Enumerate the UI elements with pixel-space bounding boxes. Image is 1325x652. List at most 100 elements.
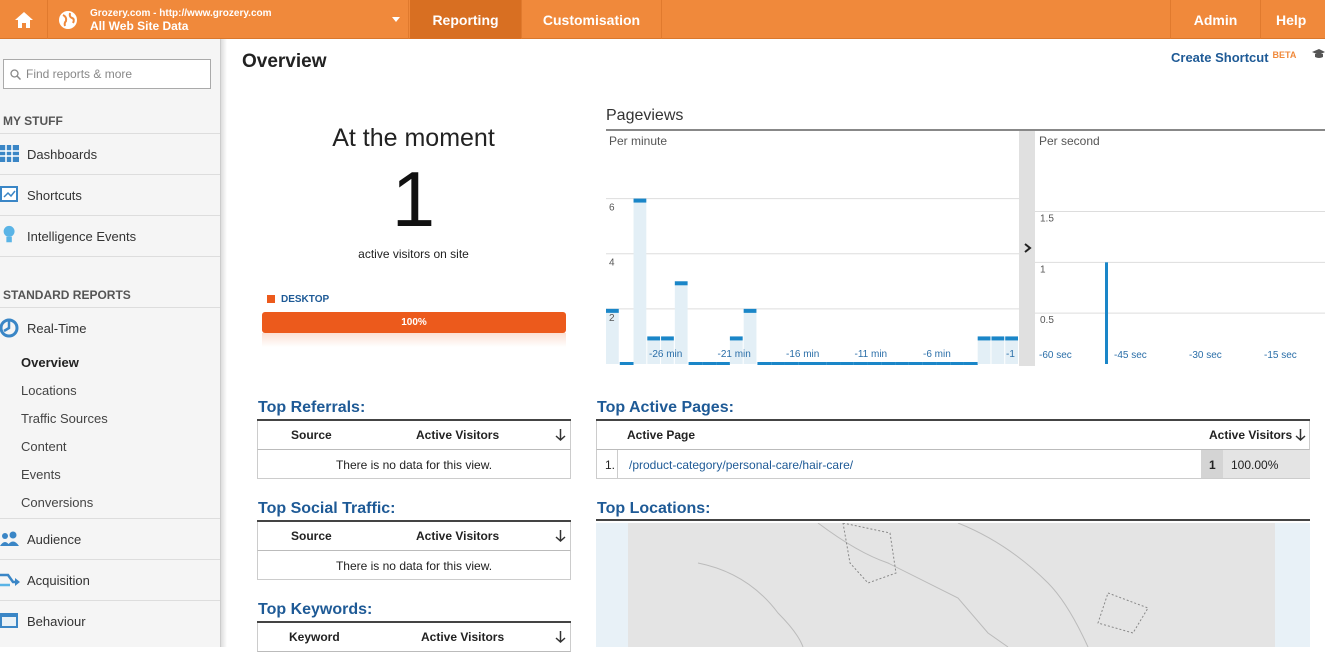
sidebar-sub-conversions[interactable]: Conversions — [21, 495, 94, 510]
active-page-link[interactable]: /product-category/personal-care/hair-car… — [629, 458, 854, 472]
column-source[interactable]: Source — [291, 428, 332, 442]
realtime-icon — [0, 318, 19, 338]
column-active-page[interactable]: Active Page — [627, 428, 696, 442]
chart-bar — [606, 308, 619, 313]
top-nav-bar: Grozery.com - http://www.grozery.com All… — [0, 0, 1325, 39]
sidebar-divider — [0, 256, 220, 306]
acquisition-icon — [0, 573, 20, 587]
chart-bar — [826, 362, 841, 365]
main-content: Overview Create Shortcut BETA At the mome… — [227, 39, 1325, 652]
per-second-label: Per second — [1039, 134, 1100, 148]
sort-down-icon[interactable] — [555, 429, 566, 441]
visitor-count-cell — [1201, 450, 1223, 478]
sidebar-item-acquisition[interactable]: Acquisition — [0, 559, 220, 600]
sidebar-sub-events[interactable]: Events — [21, 467, 61, 482]
column-active-visitors[interactable]: Active Visitors — [421, 630, 505, 644]
top-keywords-title: Top Keywords: — [258, 601, 373, 618]
pageviews-rule — [606, 129, 1325, 131]
tab-customisation[interactable]: Customisation — [522, 0, 662, 39]
chart-bar-fill — [661, 336, 674, 364]
chevron-right-icon[interactable] — [1024, 243, 1032, 253]
account-url: Grozery.com - http://www.grozery.com — [90, 7, 272, 19]
create-shortcut-label: Create Shortcut — [1171, 50, 1269, 65]
x-tick-label: -1 — [1006, 349, 1015, 360]
no-data-message: There is no data for this view. — [335, 559, 493, 573]
column-active-visitors[interactable]: Active Visitors — [1209, 428, 1293, 442]
sidebar-item-audience[interactable]: Audience — [0, 518, 220, 559]
home-icon — [14, 11, 33, 28]
create-shortcut-link[interactable]: Create Shortcut BETA — [1171, 50, 1296, 65]
chart-bar — [757, 362, 772, 365]
desktop-legend-swatch — [267, 295, 275, 303]
sidebar-sub-content[interactable]: Content — [21, 439, 67, 454]
column-source[interactable]: Source — [291, 529, 332, 543]
chart-bar-fill — [729, 336, 743, 364]
graduation-cap-icon[interactable] — [1312, 49, 1325, 59]
per-second-bars — [1105, 262, 1108, 364]
tab-admin[interactable]: Admin — [1170, 0, 1260, 39]
sort-down-icon[interactable] — [555, 631, 566, 643]
sidebar-item-dashboards[interactable]: Dashboards — [0, 133, 220, 174]
table-header: Keyword Active Visitors — [257, 623, 571, 652]
tab-help[interactable]: Help — [1260, 0, 1325, 39]
per-second-grid — [1035, 211, 1325, 314]
moment-title: At the moment — [332, 124, 495, 152]
beta-badge: BETA — [1272, 50, 1297, 60]
chart-bar — [661, 336, 674, 341]
chart-bar — [716, 362, 730, 365]
account-selector[interactable]: Grozery.com - http://www.grozery.com All… — [48, 0, 409, 39]
shortcuts-icon — [0, 186, 18, 202]
column-active-visitors[interactable]: Active Visitors — [416, 428, 500, 442]
chart-bar — [950, 362, 964, 365]
chart-bar — [812, 362, 827, 365]
map-borders — [697, 522, 1149, 648]
table-row: 1. /product-category/personal-care/hair-… — [596, 450, 1310, 479]
x-tick-label: -30 sec — [1189, 350, 1222, 361]
sidebar-item-realtime[interactable]: Real-Time — [0, 307, 220, 348]
column-keyword[interactable]: Keyword — [289, 630, 340, 644]
sort-down-icon[interactable] — [1295, 429, 1306, 441]
per-minute-label: Per minute — [609, 134, 667, 148]
tab-reporting[interactable]: Reporting — [410, 0, 522, 39]
active-visitor-count: 1 — [391, 155, 436, 243]
sidebar-sub-traffic-sources[interactable]: Traffic Sources — [21, 411, 108, 426]
chart-bar — [674, 281, 688, 286]
sidebar-sub-overview[interactable]: Overview — [21, 355, 79, 370]
desktop-share-bar: 100% — [262, 312, 566, 333]
chart-splitter[interactable] — [1019, 131, 1035, 366]
sidebar-item-label: Acquisition — [27, 572, 90, 588]
column-divider — [617, 450, 618, 478]
chart-bar — [881, 362, 896, 365]
sidebar-item-label: Audience — [27, 531, 82, 547]
y-tick-label: 1.5 — [1040, 214, 1054, 225]
per-minute-bars — [606, 198, 1018, 365]
sidebar-sub-locations[interactable]: Locations — [21, 383, 77, 398]
chart-bar-fill — [991, 336, 1005, 364]
chart-bar — [908, 362, 923, 365]
chart-bar-fill — [674, 281, 688, 364]
globe-icon — [59, 10, 77, 29]
chart-bar — [688, 362, 703, 365]
sidebar-item-intelligence-events[interactable]: Intelligence Events — [0, 215, 220, 256]
locations-map[interactable] — [596, 522, 1310, 648]
sidebar-item-label: Behaviour — [27, 613, 86, 629]
sort-down-icon[interactable] — [555, 530, 566, 542]
search-input[interactable]: Find reports & more — [3, 59, 211, 89]
search-placeholder: Find reports & more — [26, 67, 133, 81]
y-tick-label: 2 — [609, 313, 615, 324]
chart-bar — [1105, 262, 1108, 364]
sidebar-item-behaviour[interactable]: Behaviour — [0, 600, 220, 641]
active-visitor-percent: 100.00% — [1231, 458, 1279, 472]
column-active-visitors[interactable]: Active Visitors — [416, 529, 500, 543]
x-tick-label: -16 min — [786, 349, 819, 360]
chart-bar — [1005, 336, 1018, 341]
home-button[interactable] — [0, 0, 48, 39]
sidebar-item-shortcuts[interactable]: Shortcuts — [0, 174, 220, 215]
chart-bar — [867, 362, 882, 365]
moment-subtitle: active visitors on site — [358, 247, 469, 261]
per-minute-y-ticks: 2 4 6 — [609, 203, 615, 324]
sidebar: Find reports & more MY STUFF Dashboards … — [0, 39, 221, 647]
chart-bar — [729, 336, 743, 341]
x-tick-label: -15 sec — [1264, 350, 1297, 361]
audience-icon — [0, 531, 19, 546]
